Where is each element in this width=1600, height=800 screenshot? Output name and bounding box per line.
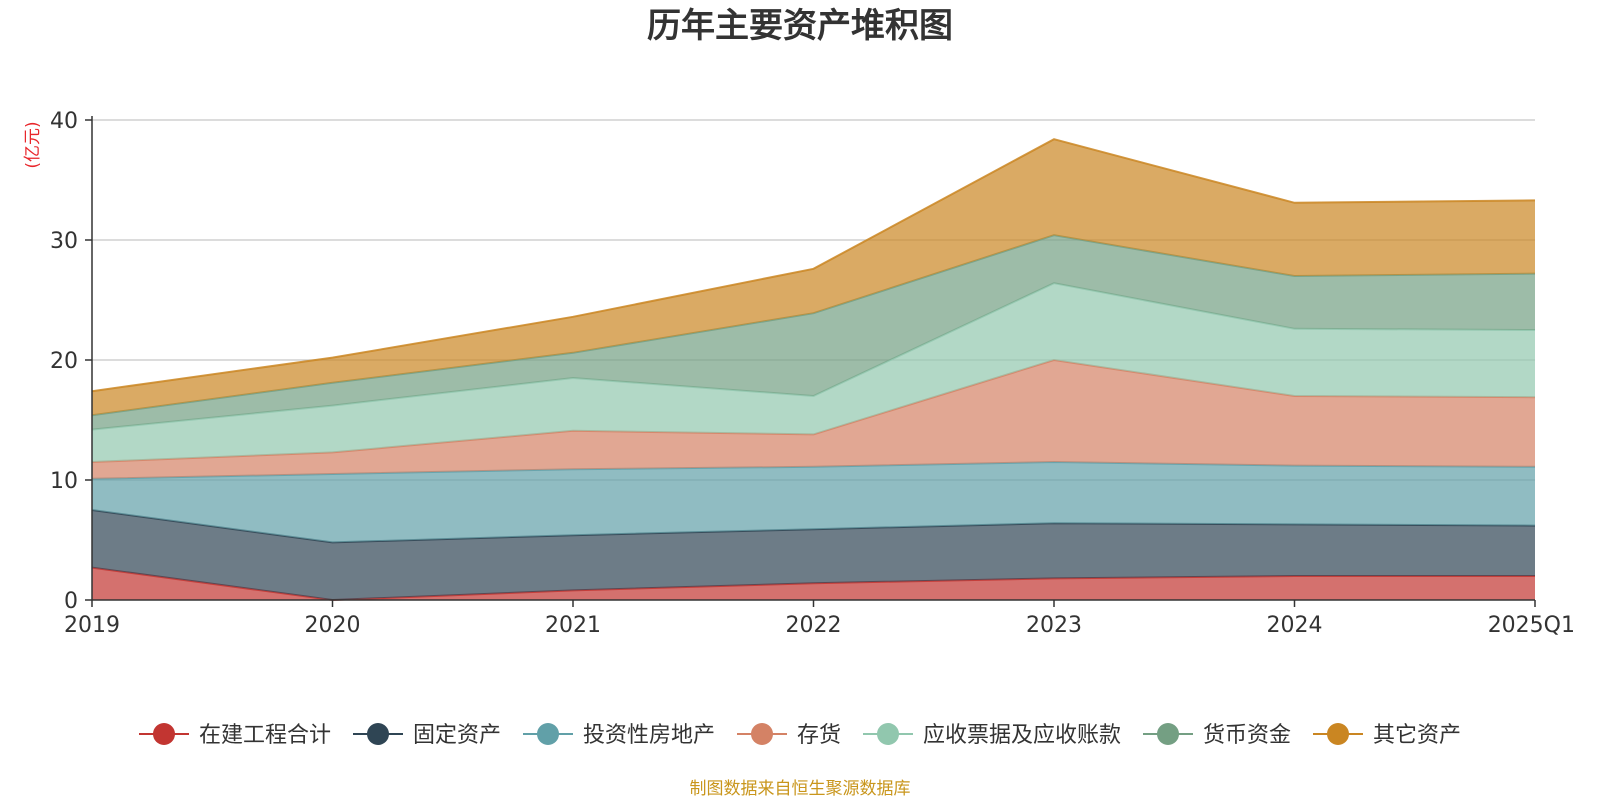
area-series-2[interactable] [92, 510, 1535, 600]
x-tick-label: 2023 [1026, 613, 1082, 638]
legend-item-6[interactable]: 货币资金 [1143, 723, 1291, 748]
y-tick-label: 40 [50, 109, 78, 134]
area-series-3[interactable] [92, 462, 1535, 543]
area-series-layer [91, 138, 1536, 602]
x-tick-label: 2022 [786, 613, 842, 638]
x-tick-label: 2020 [305, 613, 361, 638]
legend-label: 投资性房地产 [583, 723, 715, 748]
legend-item-5[interactable]: 应收票据及应收账款 [863, 723, 1121, 748]
legend-label: 其它资产 [1373, 723, 1461, 748]
legend-label: 货币资金 [1203, 723, 1291, 748]
x-tick-label: 2021 [545, 613, 601, 638]
data-source-note: 制图数据来自恒生聚源数据库 [690, 779, 911, 799]
x-tick-label: 2019 [64, 613, 120, 638]
y-tick-label: 10 [50, 469, 78, 494]
chart-title: 历年主要资产堆积图 [647, 6, 953, 46]
legend-circle-icon [153, 723, 175, 745]
legend-item-4[interactable]: 存货 [737, 723, 841, 748]
legend-item-3[interactable]: 投资性房地产 [523, 723, 715, 748]
legend[interactable]: 在建工程合计 固定资产 投资性房地产 存货 应收票据及应收账款 货币资金 其它资产 [139, 723, 1461, 748]
legend-item-2[interactable]: 固定资产 [353, 723, 501, 748]
x-tick-label: 2024 [1267, 613, 1323, 638]
legend-label: 存货 [797, 723, 841, 748]
y-axis-unit-label: (亿元) [23, 121, 43, 168]
legend-circle-icon [537, 723, 559, 745]
y-tick-label: 20 [50, 349, 78, 374]
legend-item-7[interactable]: 其它资产 [1313, 723, 1461, 748]
x-tick-label: 2025Q1 [1488, 613, 1575, 638]
legend-label: 应收票据及应收账款 [923, 723, 1121, 748]
legend-circle-icon [751, 723, 773, 745]
area-series-7[interactable] [92, 139, 1535, 416]
y-tick-label: 30 [50, 229, 78, 254]
legend-circle-icon [1157, 723, 1179, 745]
legend-label: 固定资产 [413, 723, 501, 748]
y-tick-label: 0 [64, 589, 78, 614]
legend-item-1[interactable]: 在建工程合计 [139, 723, 331, 748]
legend-circle-icon [877, 723, 899, 745]
axes: 0 10 20 30 40 2019 2020 2021 2022 2023 2024 2025Q1 [50, 109, 1575, 638]
legend-circle-icon [1327, 723, 1349, 745]
area-series-6[interactable] [92, 235, 1535, 430]
area-series-edge-7 [91, 138, 1536, 393]
area-series-5[interactable] [92, 283, 1535, 462]
legend-circle-icon [367, 723, 389, 745]
legend-label: 在建工程合计 [199, 723, 331, 748]
area-series-4[interactable] [92, 360, 1535, 479]
